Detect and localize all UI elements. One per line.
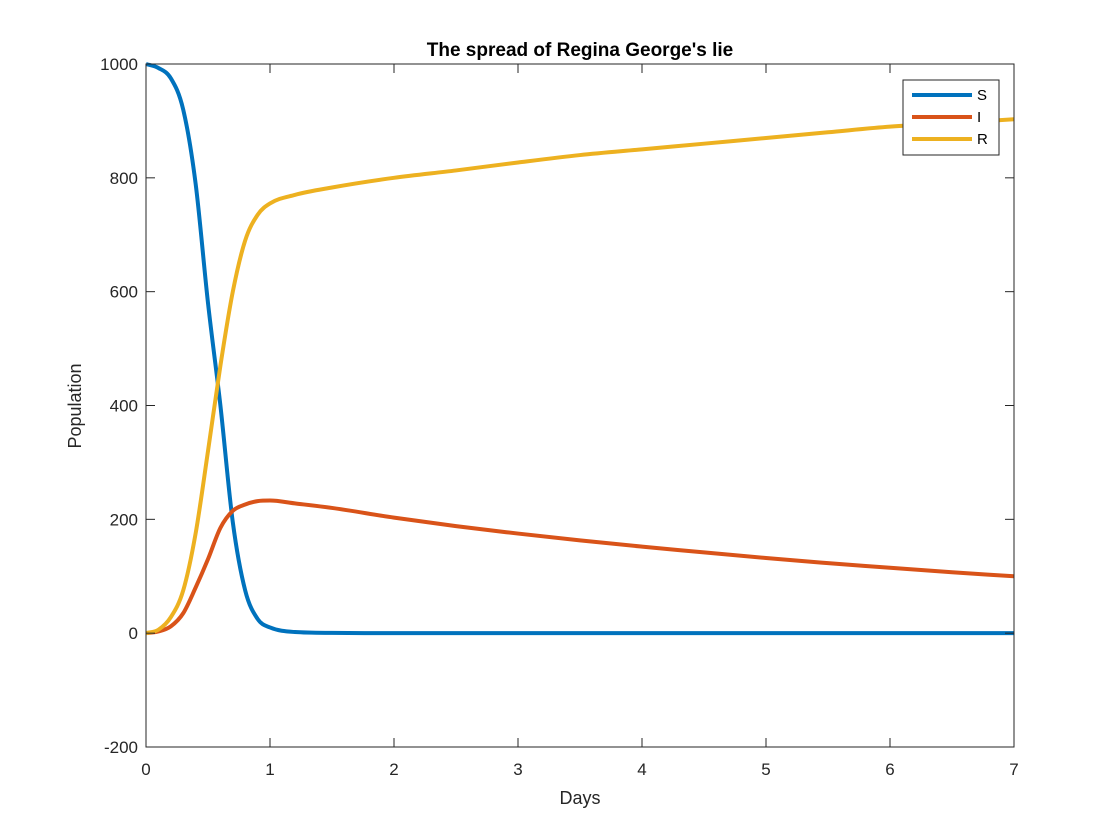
y-tick-label: 600 — [110, 283, 138, 302]
x-axis-label: Days — [559, 788, 600, 808]
legend[interactable]: SIR — [902, 79, 1000, 156]
x-tick-label: 2 — [389, 760, 398, 779]
y-axis-label: Population — [65, 363, 85, 448]
plot-lines — [145, 62, 1015, 636]
x-tick-label: 4 — [637, 760, 646, 779]
y-tick-label: 200 — [110, 510, 138, 529]
x-tick-label: 0 — [141, 760, 150, 779]
y-tick-label: 800 — [110, 169, 138, 188]
chart-title: The spread of Regina George's lie — [427, 40, 734, 61]
x-tick-label: 3 — [513, 760, 522, 779]
y-tick-label: 0 — [129, 624, 138, 643]
legend-label-r: R — [977, 131, 988, 148]
y-tick-label: 400 — [110, 397, 138, 416]
legend-label-s: S — [977, 87, 987, 104]
x-tick-label: 5 — [761, 760, 770, 779]
x-tick-label: 7 — [1009, 760, 1018, 779]
series-line-s — [145, 62, 1014, 636]
y-tick-label: -200 — [104, 738, 138, 757]
x-tick-label: 6 — [885, 760, 894, 779]
y-tick-label: 1000 — [100, 55, 138, 74]
series-line-r — [145, 117, 1015, 636]
series-line-i — [145, 498, 1015, 636]
x-tick-label: 1 — [265, 760, 274, 779]
legend-label-i: I — [977, 109, 981, 126]
